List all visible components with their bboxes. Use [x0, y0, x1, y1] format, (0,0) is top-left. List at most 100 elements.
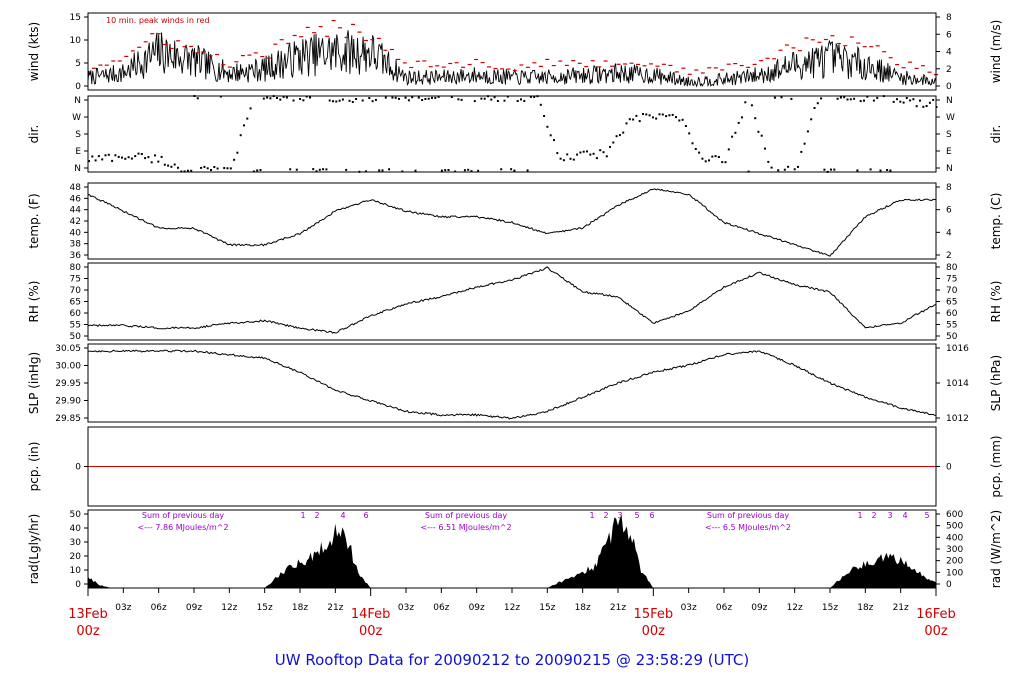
slp-ylabel-right: SLP (hPa)	[989, 355, 1003, 411]
dir-data-point	[246, 117, 249, 120]
x-tick-label: 12z	[504, 603, 520, 613]
dir-data-point	[872, 99, 875, 102]
x-tick-label: 06z	[151, 603, 167, 613]
dir-data-point	[912, 98, 915, 101]
dir-data-point	[721, 161, 724, 164]
dir-data-point	[114, 154, 117, 157]
daily-sum-label: Sum of previous day	[425, 511, 507, 520]
dir-data-point	[167, 164, 170, 167]
dir-data-point	[88, 160, 90, 163]
dir-data-point	[325, 168, 328, 171]
dir-data-point	[249, 107, 252, 110]
dir-data-point	[493, 96, 496, 99]
dir-data-point	[592, 152, 595, 155]
dir-right-tick-label: N	[946, 96, 953, 106]
dir-data-point	[97, 155, 100, 158]
x-tick-label: 03z	[681, 603, 697, 613]
hour-marker: 1	[857, 511, 862, 520]
dir-data-point	[520, 98, 522, 101]
temp-left-tick-label: 46	[70, 194, 82, 204]
x-tick-label: 09z	[469, 603, 485, 613]
wind-ylabel-left: wind (kts)	[27, 22, 41, 81]
dir-data-point	[635, 114, 638, 117]
rad-left-tick-label: 20	[70, 552, 82, 562]
dir-data-point	[424, 98, 427, 100]
dir-data-point	[615, 135, 618, 138]
slp-panel-frame	[87, 343, 937, 423]
hour-marker: 2	[603, 511, 608, 520]
dir-data-point	[684, 125, 687, 127]
dir-data-point	[434, 96, 437, 99]
wind-peak-marks	[91, 20, 938, 76]
dir-data-point	[793, 168, 796, 171]
dir-data-point	[407, 99, 410, 102]
dir-data-point	[361, 99, 364, 102]
temp-left-tick-label: 42	[70, 217, 81, 227]
dir-data-point	[295, 168, 298, 171]
dir-data-point	[437, 95, 440, 98]
dir-data-point	[322, 168, 325, 171]
dir-data-point	[714, 155, 717, 158]
dir-data-point	[549, 134, 552, 137]
dir-data-point	[704, 160, 707, 163]
dir-data-point	[727, 148, 730, 151]
dir-data-point	[790, 97, 793, 100]
hour-marker: 2	[871, 511, 876, 520]
dir-data-point	[450, 96, 453, 98]
dir-data-point	[661, 113, 664, 116]
dir-data-point	[899, 100, 902, 103]
dir-data-point	[773, 96, 776, 99]
hour-marker: 4	[902, 511, 907, 520]
dir-data-point	[285, 96, 288, 99]
dir-data-point	[810, 118, 813, 121]
dir-data-point	[332, 100, 334, 103]
dir-left-tick-label: W	[72, 113, 81, 123]
dir-data-point	[391, 96, 394, 99]
dir-data-point	[856, 169, 859, 172]
dir-data-point	[582, 150, 585, 153]
dir-data-point	[394, 96, 397, 99]
dir-data-point	[276, 97, 278, 99]
dir-data-point	[239, 134, 242, 137]
dir-data-point	[605, 155, 608, 158]
wind-right-tick-label: 6	[946, 30, 952, 40]
dir-data-point	[645, 113, 648, 116]
dir-data-point	[341, 98, 344, 101]
dir-data-point	[777, 169, 780, 172]
rad-ylabel-left: rad(Lgly/hr)	[27, 514, 41, 585]
dir-data-point	[315, 170, 318, 173]
dir-data-point	[543, 115, 546, 117]
rad-right-tick-label: 200	[946, 557, 963, 567]
dir-data-point	[734, 131, 737, 134]
dir-data-point	[797, 165, 799, 168]
rad-right-tick-label: 100	[946, 568, 963, 578]
dir-data-point	[915, 105, 918, 108]
hour-marker: 3	[887, 511, 892, 520]
dir-data-point	[602, 151, 605, 154]
dir-data-point	[384, 96, 387, 99]
slp-right-tick-label: 1012	[946, 414, 969, 424]
dir-data-point	[711, 155, 714, 158]
x-tick-label: 21z	[327, 603, 343, 613]
dir-data-point	[618, 134, 621, 137]
dir-data-point	[266, 96, 269, 99]
dir-data-point	[269, 97, 272, 100]
dir-data-point	[876, 96, 879, 99]
dir-data-point	[381, 169, 384, 172]
rad-left-tick-label: 40	[70, 524, 82, 534]
wind-left-tick-label: 5	[75, 59, 81, 69]
dir-data-point	[398, 97, 400, 100]
dir-data-point	[299, 98, 302, 100]
x-tick-label: 18z	[575, 603, 591, 613]
dir-right-tick-label: N	[946, 164, 953, 174]
wind-right-tick-label: 8	[946, 13, 952, 23]
dir-data-point	[698, 151, 701, 154]
x-tick-label: 21z	[893, 603, 909, 613]
dir-data-point	[510, 168, 513, 171]
hour-marker: 5	[924, 511, 929, 520]
daily-sum-value: <--- 6.5 MJoules/m^2	[705, 523, 791, 532]
rad-right-tick-label: 600	[946, 510, 963, 520]
day-date-label: 14Feb	[351, 607, 391, 622]
wind-right-tick-label: 0	[946, 82, 952, 92]
slp-left-tick-label: 29.95	[55, 379, 81, 389]
